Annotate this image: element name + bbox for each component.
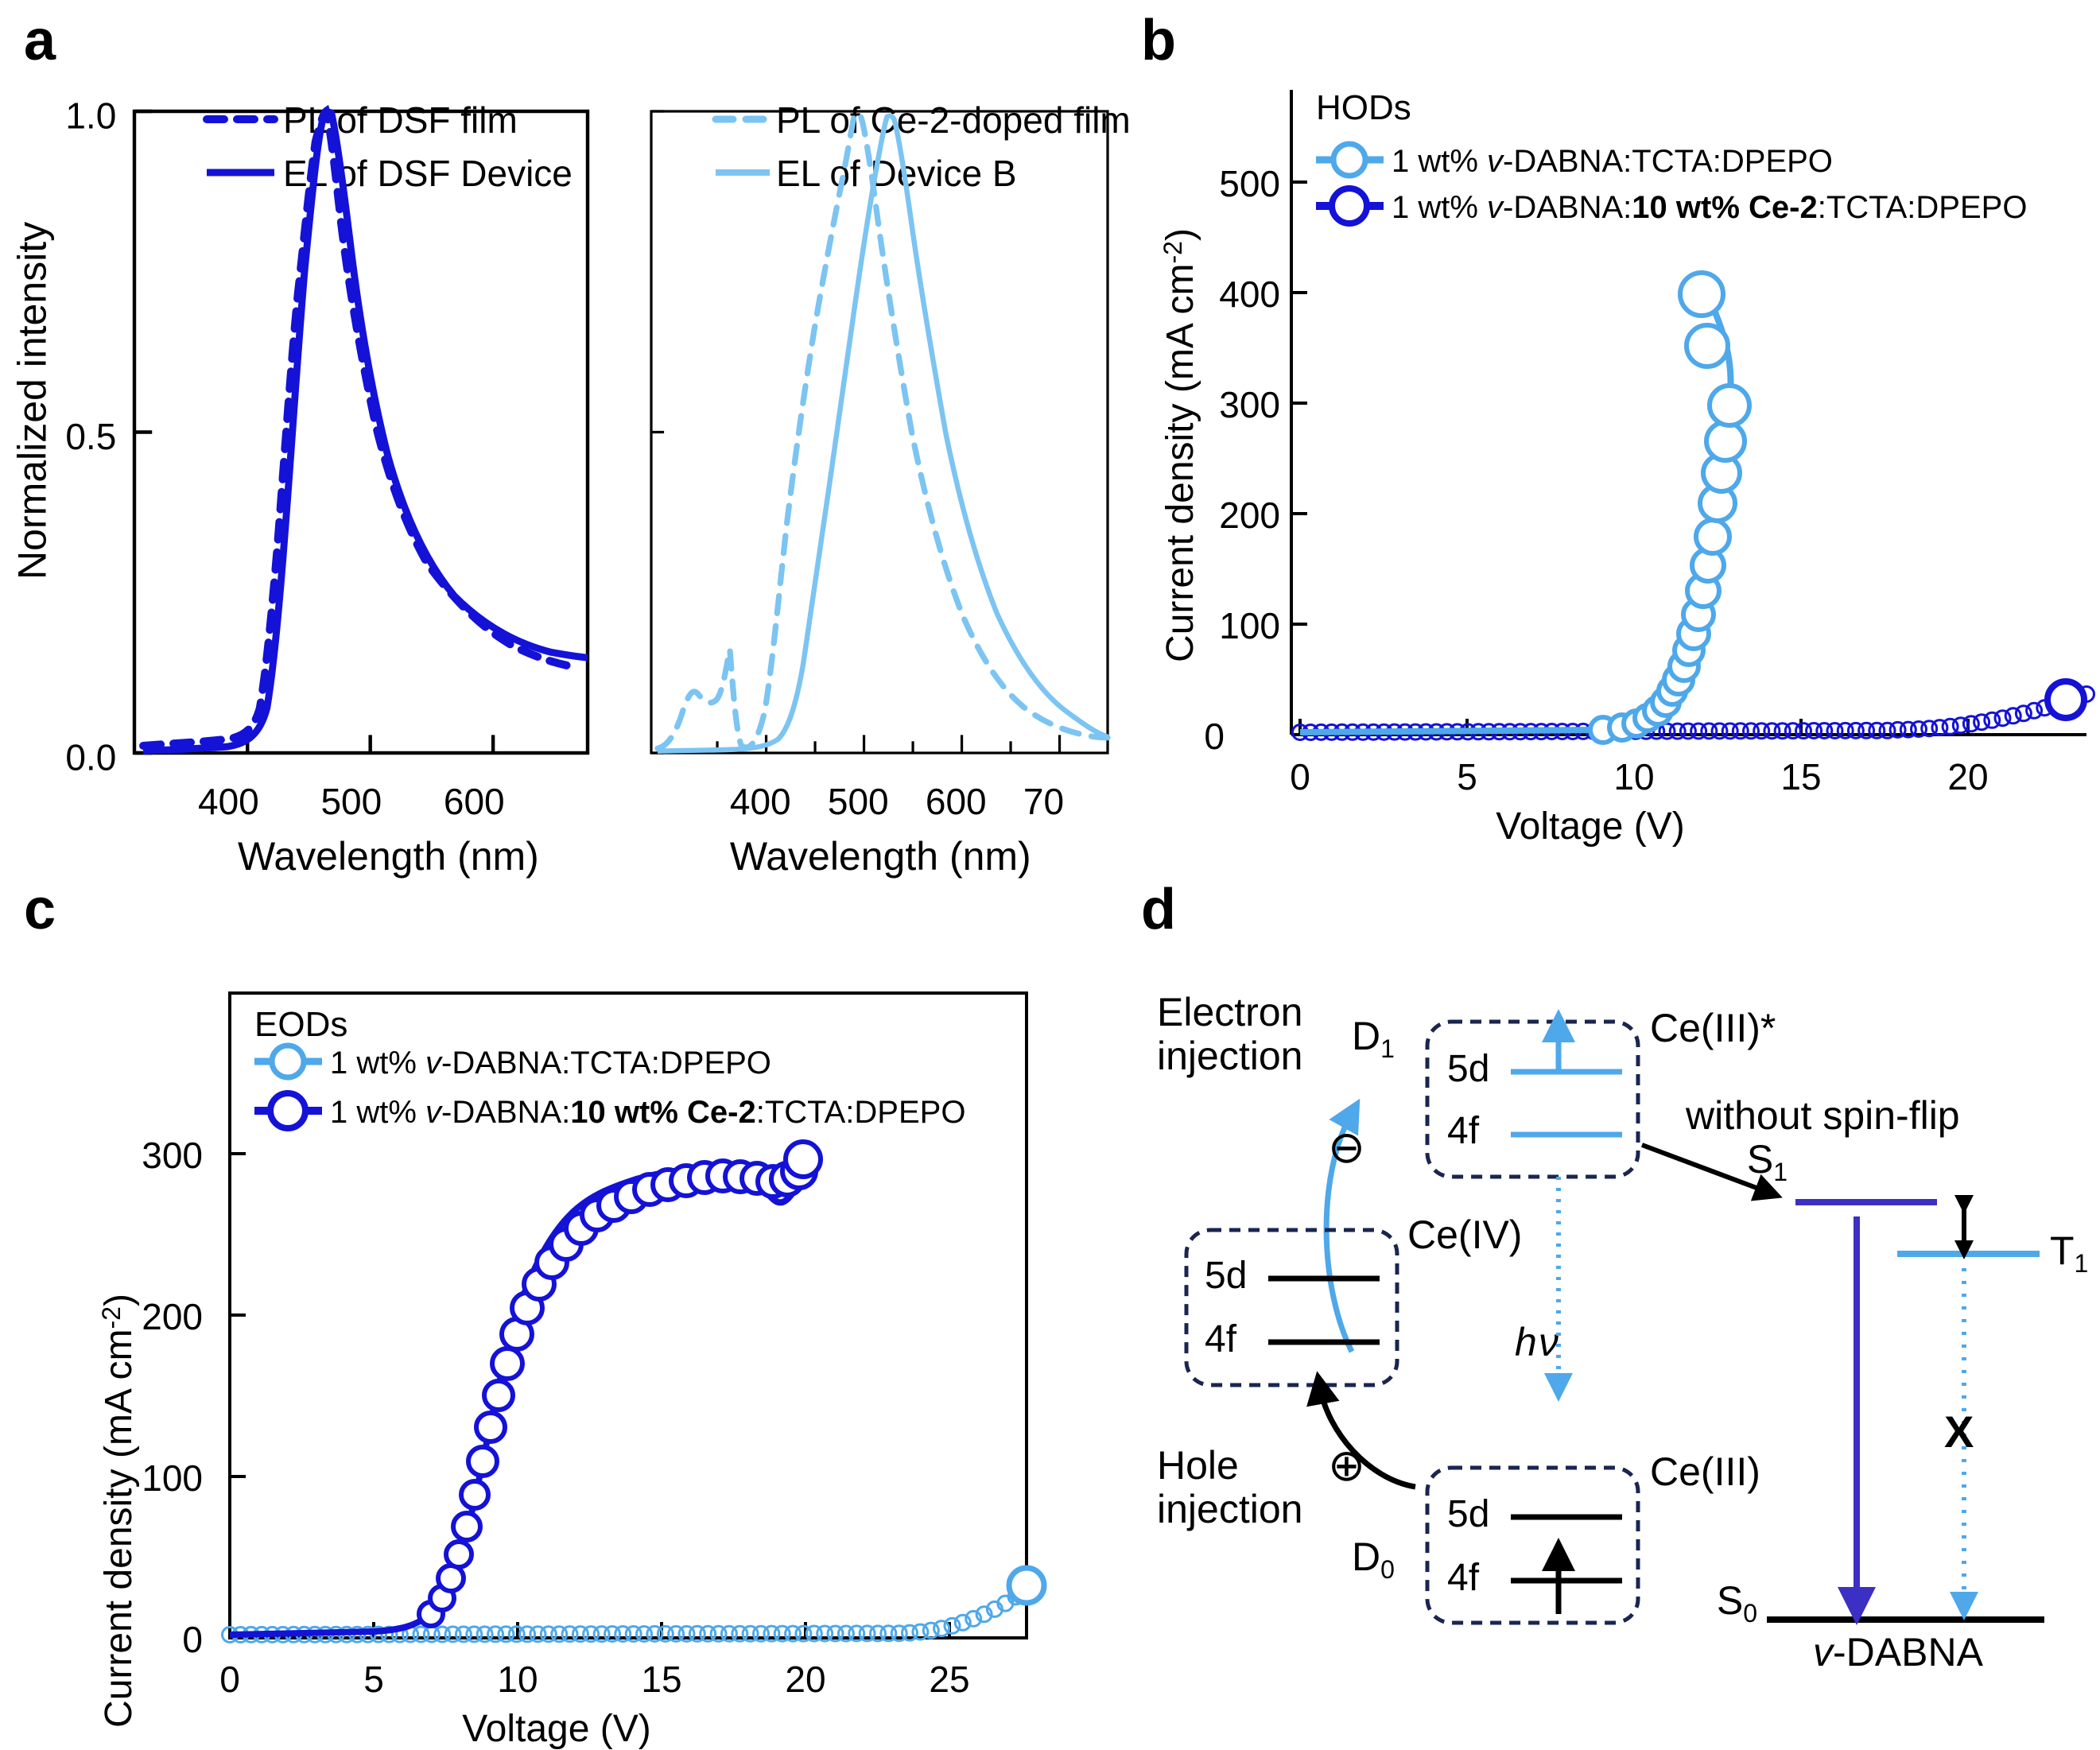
svg-text:Current density (mA cm-2): Current density (mA cm-2) xyxy=(1159,228,1201,662)
svg-text:h: h xyxy=(1515,1320,1537,1364)
svg-text:10: 10 xyxy=(1613,756,1654,797)
svg-text:15: 15 xyxy=(641,1659,681,1700)
svg-text:20: 20 xyxy=(785,1659,825,1700)
svg-text:5: 5 xyxy=(363,1659,384,1700)
svg-text:25: 25 xyxy=(929,1659,969,1700)
svg-text:Wavelength (nm): Wavelength (nm) xyxy=(730,834,1031,879)
svg-text:400: 400 xyxy=(1219,274,1280,315)
svg-text:Ce(III): Ce(III) xyxy=(1650,1449,1760,1494)
svg-text:0.0: 0.0 xyxy=(65,736,116,778)
svg-text:Ce(III)*: Ce(III)* xyxy=(1650,1006,1776,1050)
svg-text:5d: 5d xyxy=(1205,1255,1247,1297)
svg-text:1 wt% v-DABNA:TCTA:DPEPO: 1 wt% v-DABNA:TCTA:DPEPO xyxy=(330,1046,771,1081)
svg-text:400: 400 xyxy=(730,781,791,822)
svg-text:S1: S1 xyxy=(1747,1137,1788,1186)
svg-text:b: b xyxy=(1141,9,1176,72)
svg-text:1 wt% v-DABNA:TCTA:DPEPO: 1 wt% v-DABNA:TCTA:DPEPO xyxy=(1392,144,1833,179)
svg-text:Current density (mA cm-2): Current density (mA cm-2) xyxy=(97,1294,140,1728)
svg-text:Normalized intensity: Normalized intensity xyxy=(10,222,55,580)
svg-text:0: 0 xyxy=(1204,716,1225,757)
svg-text:4f: 4f xyxy=(1205,1318,1237,1360)
svg-text:200: 200 xyxy=(1219,495,1280,536)
svg-text:injection: injection xyxy=(1157,1034,1302,1078)
svg-text:EL of DSF Device: EL of DSF Device xyxy=(283,153,573,194)
svg-text:600: 600 xyxy=(926,781,987,822)
svg-text:5d: 5d xyxy=(1447,1048,1489,1090)
svg-text:Ce(IV): Ce(IV) xyxy=(1407,1213,1522,1257)
svg-text:v-DABNA: v-DABNA xyxy=(1813,1630,1984,1674)
svg-text:1.0: 1.0 xyxy=(65,95,116,136)
svg-text:D0: D0 xyxy=(1352,1535,1395,1584)
svg-text:Wavelength (nm): Wavelength (nm) xyxy=(238,834,539,879)
svg-text:200: 200 xyxy=(142,1296,203,1337)
svg-text:EODs: EODs xyxy=(254,1005,347,1044)
svg-text:EL of Device B: EL of Device B xyxy=(776,153,1017,194)
svg-text:without spin-flip: without spin-flip xyxy=(1685,1093,1960,1138)
svg-text:Hole: Hole xyxy=(1157,1443,1239,1488)
svg-text:1 wt% v-DABNA:10 wt% Ce-2:TCTA: 1 wt% v-DABNA:10 wt% Ce-2:TCTA:DPEPO xyxy=(1392,190,2027,225)
svg-text:0.5: 0.5 xyxy=(65,416,116,457)
svg-text:⊕: ⊕ xyxy=(1328,1440,1365,1490)
svg-text:c: c xyxy=(24,878,56,941)
svg-text:300: 300 xyxy=(1219,384,1280,425)
svg-text:5d: 5d xyxy=(1447,1493,1489,1535)
svg-text:S0: S0 xyxy=(1717,1578,1757,1628)
svg-text:d: d xyxy=(1141,878,1176,941)
svg-text:X: X xyxy=(1944,1407,1974,1457)
svg-text:PL of Ce-2-doped film: PL of Ce-2-doped film xyxy=(776,99,1131,141)
svg-text:4f: 4f xyxy=(1447,1557,1480,1599)
svg-text:Voltage (V): Voltage (V) xyxy=(1496,805,1684,848)
svg-text:300: 300 xyxy=(142,1135,203,1176)
svg-text:ν: ν xyxy=(1539,1320,1559,1364)
svg-text:Electron: Electron xyxy=(1157,990,1302,1034)
svg-text:0: 0 xyxy=(219,1659,240,1700)
svg-text:500: 500 xyxy=(1219,163,1280,204)
svg-text:400: 400 xyxy=(198,781,259,822)
svg-text:a: a xyxy=(24,9,56,72)
svg-text:70: 70 xyxy=(1023,781,1064,822)
svg-text:1 wt% v-DABNA:10 wt% Ce-2:TCTA: 1 wt% v-DABNA:10 wt% Ce-2:TCTA:DPEPO xyxy=(330,1095,965,1130)
svg-text:D1: D1 xyxy=(1352,1014,1395,1063)
svg-text:injection: injection xyxy=(1157,1487,1302,1531)
svg-text:10: 10 xyxy=(497,1659,538,1700)
svg-text:20: 20 xyxy=(1947,756,1988,797)
svg-text:T1: T1 xyxy=(2050,1228,2088,1278)
svg-text:0: 0 xyxy=(182,1619,203,1660)
svg-text:⊖: ⊖ xyxy=(1328,1122,1365,1172)
svg-text:15: 15 xyxy=(1780,756,1821,797)
svg-text:HODs: HODs xyxy=(1316,88,1411,127)
svg-text:100: 100 xyxy=(142,1457,203,1499)
svg-text:Voltage (V): Voltage (V) xyxy=(462,1708,650,1750)
svg-text:5: 5 xyxy=(1457,756,1477,797)
svg-text:600: 600 xyxy=(444,781,505,822)
svg-text:0: 0 xyxy=(1290,756,1310,797)
svg-text:4f: 4f xyxy=(1447,1110,1480,1152)
svg-text:500: 500 xyxy=(828,781,889,822)
svg-text:500: 500 xyxy=(320,781,382,822)
svg-text:100: 100 xyxy=(1219,605,1280,646)
